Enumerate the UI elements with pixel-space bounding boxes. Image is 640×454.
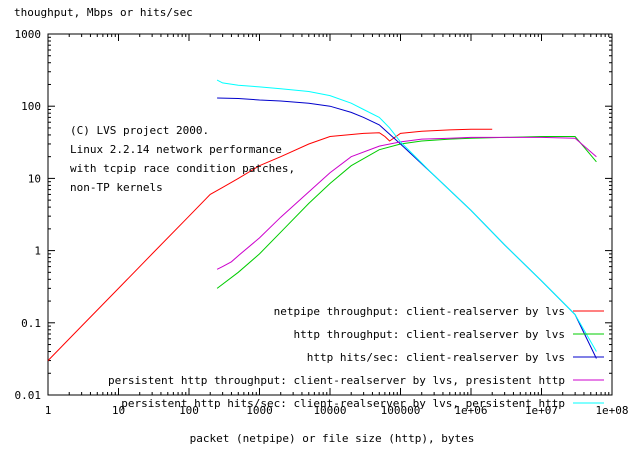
plot-area: 0.01 0.1 1 10 100 1000 1 10 100 1000 10000 100000 1e… bbox=[15, 28, 629, 417]
x-tick-label: 10000 bbox=[313, 404, 346, 417]
y-tick-label: 1000 bbox=[15, 28, 42, 41]
x-tick-label: 1e+06 bbox=[454, 404, 487, 417]
y-tick-label: 10 bbox=[28, 172, 41, 185]
legend-label: persistent http throughput: client-reals… bbox=[108, 374, 565, 387]
x-tick-label: 10 bbox=[112, 404, 125, 417]
x-tick-label: 100000 bbox=[381, 404, 421, 417]
legend-label: http throughput: client-realserver by lv… bbox=[293, 328, 565, 341]
annotation-line: non-TP kernels bbox=[70, 181, 163, 194]
y-tick-label: 0.01 bbox=[15, 389, 42, 402]
x-tick-label: 100 bbox=[179, 404, 199, 417]
series-line-3 bbox=[216, 136, 597, 270]
annotation-line: (C) LVS project 2000. bbox=[70, 124, 209, 137]
x-axis-label: packet (netpipe) or file size (http), by… bbox=[190, 432, 475, 445]
x-tick-label: 1e+08 bbox=[595, 404, 628, 417]
x-tick-label: 1e+07 bbox=[525, 404, 558, 417]
annotation-line: Linux 2.2.14 network performance bbox=[70, 143, 282, 156]
legend-label: persistent http hits/sec: client-realser… bbox=[121, 397, 565, 410]
y-tick-label: 100 bbox=[21, 100, 41, 113]
series-line-4 bbox=[216, 79, 597, 352]
x-tick-label: 1000 bbox=[246, 404, 273, 417]
x-tick-label: 1 bbox=[45, 404, 52, 417]
series-line-0 bbox=[47, 128, 493, 361]
legend-label: netpipe throughput: client-realserver by… bbox=[274, 305, 565, 318]
y-tick-label: 1 bbox=[34, 245, 41, 258]
legend-label: http hits/sec: client-realserver by lvs bbox=[307, 351, 565, 364]
y-tick-label: 0.1 bbox=[21, 317, 41, 330]
annotation-line: with tcpip race condition patches, bbox=[70, 162, 295, 175]
y-axis-label: thoughput, Mbps or hits/sec bbox=[14, 6, 193, 19]
